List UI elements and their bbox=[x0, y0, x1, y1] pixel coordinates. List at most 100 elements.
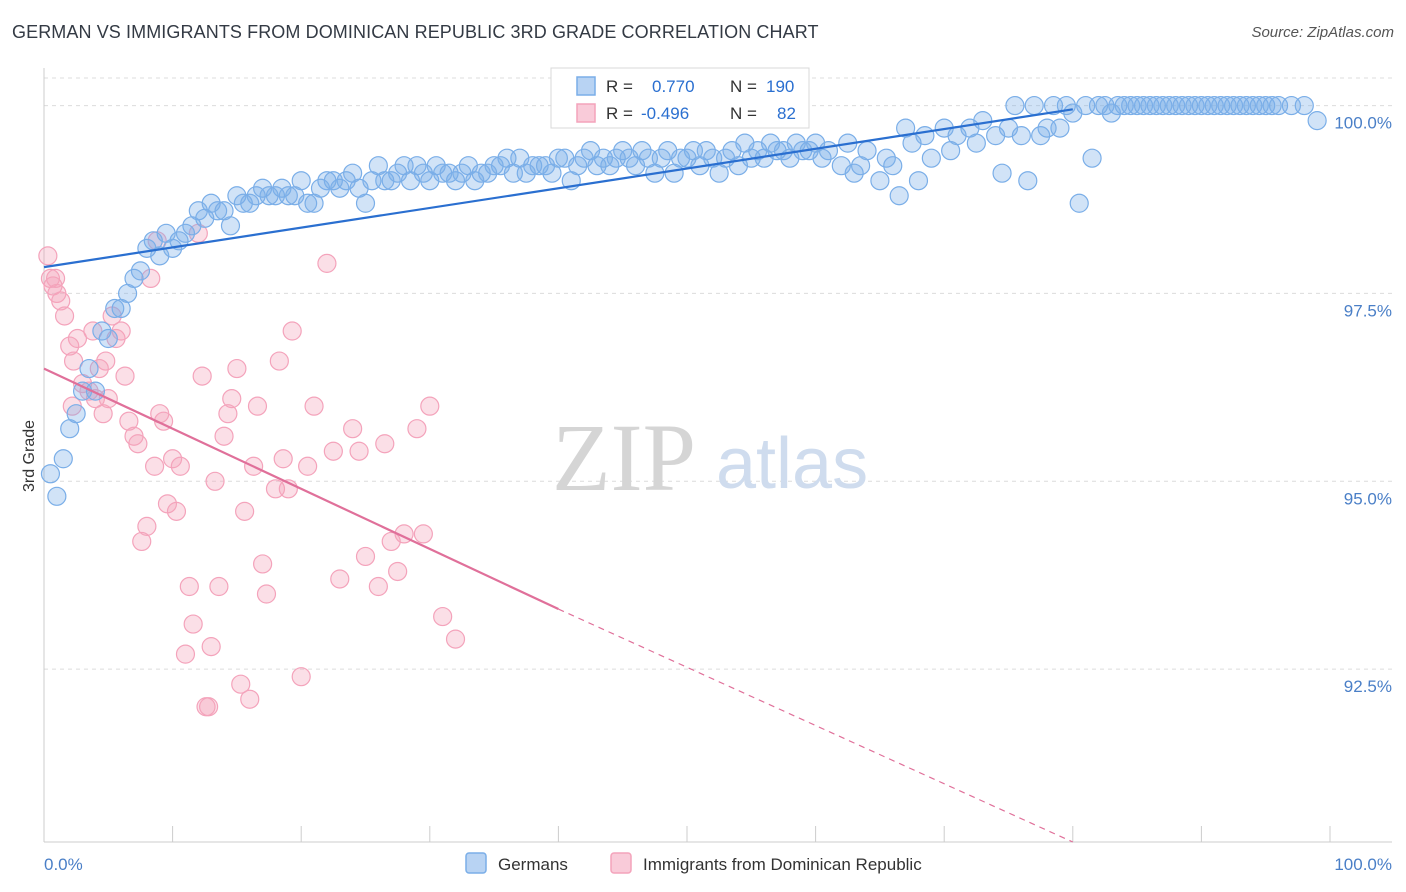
dominican-point bbox=[175, 644, 196, 664]
dominican-point bbox=[433, 606, 453, 627]
legend-dominican-swatch bbox=[610, 852, 632, 874]
dominican-point bbox=[51, 291, 71, 311]
german-point bbox=[613, 141, 633, 161]
german-point bbox=[1011, 126, 1031, 146]
dominican-point bbox=[282, 321, 302, 341]
german-point bbox=[992, 163, 1012, 183]
german-point bbox=[47, 486, 67, 506]
german-point bbox=[844, 163, 864, 183]
watermark-atlas: atlas bbox=[716, 424, 868, 504]
stats-blue-swatch bbox=[576, 76, 596, 96]
stats-pink-swatch bbox=[576, 103, 596, 123]
german-point bbox=[1262, 95, 1282, 116]
dominican-point bbox=[60, 336, 80, 356]
german-point bbox=[85, 381, 106, 401]
legend-germans-swatch bbox=[465, 852, 487, 874]
german-point bbox=[240, 193, 260, 213]
dominican-point bbox=[214, 426, 234, 446]
y-tick-label: 92.5% bbox=[1344, 677, 1392, 696]
dominican-trend-line bbox=[43, 367, 559, 611]
german-point bbox=[66, 404, 86, 424]
stats-pink-r-label: R = bbox=[606, 104, 633, 123]
stats-blue-r-label: R = bbox=[606, 77, 633, 96]
dominican-point bbox=[240, 689, 260, 709]
stats-blue-n-label: N = bbox=[730, 77, 757, 96]
dominican-point bbox=[368, 576, 388, 597]
german-point bbox=[208, 201, 228, 221]
dominican-point bbox=[298, 456, 318, 476]
dominican-point bbox=[63, 351, 84, 371]
dominican-point bbox=[201, 637, 221, 657]
dominican-point bbox=[93, 404, 113, 424]
german-point bbox=[92, 321, 112, 341]
german-point bbox=[1082, 148, 1102, 168]
dominican-point bbox=[273, 449, 293, 469]
german-point bbox=[870, 171, 890, 191]
german-point bbox=[600, 156, 620, 176]
german-point bbox=[568, 156, 588, 176]
german-point bbox=[973, 111, 993, 131]
dominican-point bbox=[227, 358, 247, 379]
dominican-point bbox=[420, 396, 440, 416]
dominican-point bbox=[199, 697, 219, 717]
stats-pink-r-value: -0.496 bbox=[641, 104, 689, 123]
dominican-point bbox=[235, 501, 255, 521]
german-point bbox=[818, 141, 839, 161]
german-point bbox=[445, 171, 466, 191]
german-point bbox=[53, 449, 73, 469]
german-point bbox=[915, 126, 935, 146]
dominican-point bbox=[141, 268, 161, 289]
dominican-point bbox=[323, 441, 343, 461]
dominican-point bbox=[222, 389, 242, 409]
german-point bbox=[79, 358, 99, 379]
dominican-point bbox=[269, 351, 289, 371]
dominican-point bbox=[317, 253, 337, 273]
dominican-point bbox=[231, 674, 251, 694]
stats-blue-r-value: 0.770 bbox=[652, 77, 695, 96]
dominican-point bbox=[388, 561, 408, 582]
dominican-point bbox=[205, 471, 225, 491]
dominican-point bbox=[89, 358, 109, 379]
german-point bbox=[857, 141, 877, 161]
y-tick-label: 100.0% bbox=[1334, 114, 1392, 133]
trend-lines-layer bbox=[43, 108, 1074, 843]
legend-dominican-label: Immigrants from Dominican Republic bbox=[643, 855, 922, 874]
dominican-point bbox=[291, 667, 311, 687]
german-point bbox=[1018, 171, 1038, 191]
german-point bbox=[291, 171, 311, 191]
dominican-point bbox=[119, 411, 139, 431]
chart-title: GERMAN VS IMMIGRANTS FROM DOMINICAN REPU… bbox=[12, 22, 819, 42]
german-point bbox=[966, 133, 986, 153]
dominican-point bbox=[253, 554, 273, 574]
dominican-point bbox=[45, 268, 66, 289]
dominican-point bbox=[128, 434, 148, 454]
german-point bbox=[696, 141, 716, 161]
german-point bbox=[632, 141, 652, 161]
dominican-point bbox=[54, 306, 75, 326]
german-point bbox=[175, 223, 196, 243]
dominican-point bbox=[407, 419, 427, 439]
dominican-point bbox=[256, 584, 277, 604]
german-point bbox=[1024, 95, 1044, 116]
stats-legend: R = 0.770 N = 190 R = -0.496 N = 82 bbox=[550, 67, 810, 129]
german-point bbox=[876, 148, 896, 168]
dominican-point bbox=[304, 396, 324, 416]
dominican-point bbox=[375, 434, 395, 454]
dominican-point bbox=[183, 614, 203, 634]
dominican-point bbox=[132, 531, 152, 552]
x-tick-label-min: 0.0% bbox=[44, 855, 83, 874]
german-point bbox=[381, 171, 401, 191]
german-point bbox=[908, 171, 929, 191]
dominican-point bbox=[218, 404, 238, 424]
axes-layer: 92.5% 95.0% 97.5% 100.0% 0.0% 100.0% bbox=[43, 68, 1392, 874]
german-point bbox=[40, 464, 61, 484]
german-point bbox=[889, 186, 909, 206]
dominican-point bbox=[163, 449, 183, 469]
dominican-trend-extension bbox=[558, 608, 1074, 843]
german-point bbox=[1005, 95, 1025, 116]
y-axis-title: 3rd Grade bbox=[21, 420, 38, 492]
dominican-point bbox=[330, 569, 350, 589]
german-point bbox=[921, 148, 941, 168]
german-point bbox=[1307, 111, 1327, 131]
